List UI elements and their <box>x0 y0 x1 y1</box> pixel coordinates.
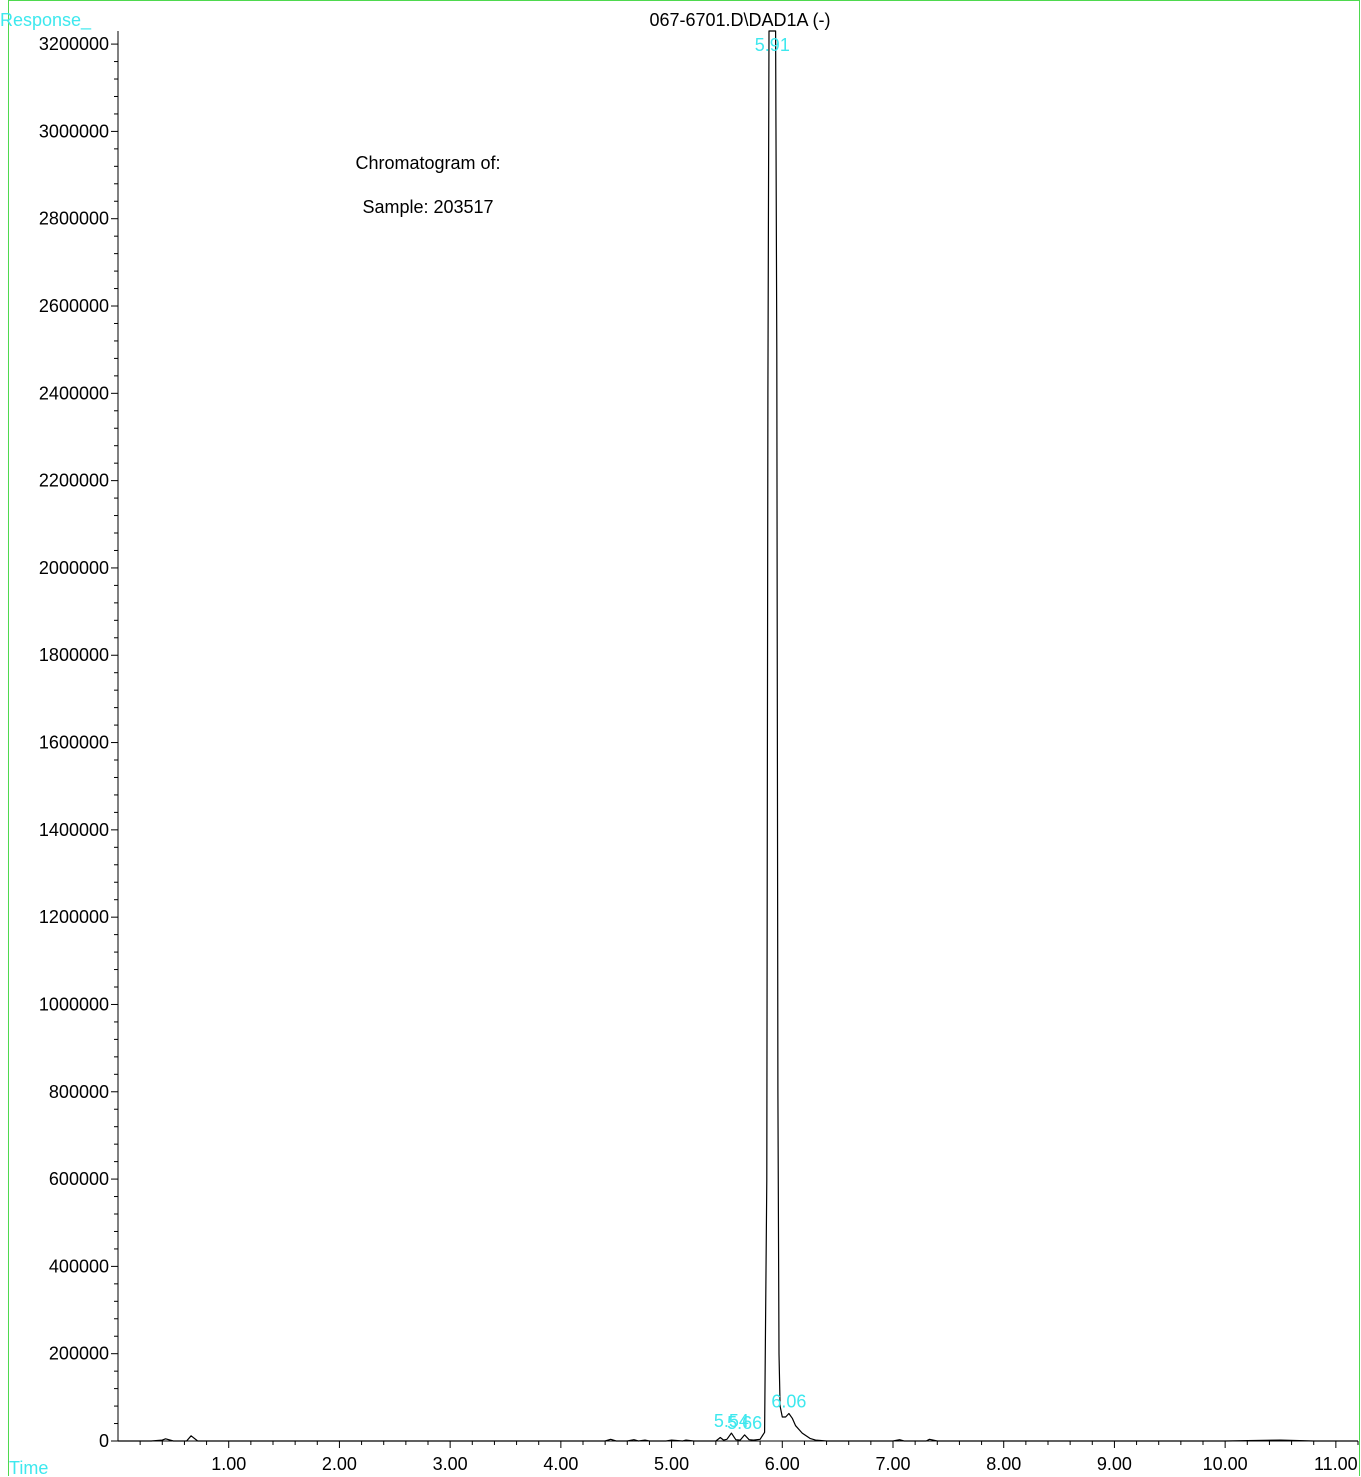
y-tick-label: 800000 <box>49 1082 109 1102</box>
x-tick-label: 5.00 <box>654 1454 689 1474</box>
x-tick-label: 6.00 <box>765 1454 800 1474</box>
x-tick-label: 3.00 <box>433 1454 468 1474</box>
annotation-sample: Sample: 203517 <box>362 197 493 217</box>
y-tick-label: 2800000 <box>39 209 109 229</box>
x-tick-label: 1.00 <box>211 1454 246 1474</box>
y-tick-label: 200000 <box>49 1344 109 1364</box>
peak-labels: 5.916.065.545.66 <box>714 35 807 1433</box>
peak-label: 6.06 <box>771 1391 806 1411</box>
x-tick-label: 11.00 <box>1314 1454 1358 1474</box>
axes: 0 200000 400000 600000 800000 1000000 1200000 1… <box>39 31 1358 1474</box>
y-tick-label: 3000000 <box>39 121 109 141</box>
x-tick-label: 4.00 <box>543 1454 578 1474</box>
trace-group <box>118 31 1358 1441</box>
y-tick-label: 2200000 <box>39 471 109 491</box>
y-tick-label: 2000000 <box>39 558 109 578</box>
y-axis-label: Response_ <box>0 10 92 31</box>
y-tick-label: 3200000 <box>39 34 109 54</box>
x-tick-label: 9.00 <box>1097 1454 1132 1474</box>
x-tick-label: 2.00 <box>322 1454 357 1474</box>
y-tick-label: 600000 <box>49 1169 109 1189</box>
peak-label: 5.91 <box>755 35 790 55</box>
y-tick-label: 2600000 <box>39 296 109 316</box>
x-tick-label: 7.00 <box>875 1454 910 1474</box>
y-tick-label: 1600000 <box>39 733 109 753</box>
x-tick-label: 8.00 <box>986 1454 1021 1474</box>
y-tick-label: 400000 <box>49 1256 109 1276</box>
x-tick-label: 10.00 <box>1203 1454 1248 1474</box>
y-tick-label: 1400000 <box>39 820 109 840</box>
y-tick-label: 1200000 <box>39 907 109 927</box>
x-axis-label: Time <box>9 1458 48 1477</box>
chromatogram-trace <box>118 31 1358 1441</box>
peak-label: 5.66 <box>727 1413 762 1433</box>
annotation-chromatogram-of: Chromatogram of: <box>355 153 500 173</box>
y-tick-label: 1000000 <box>39 994 109 1014</box>
chart-title: 067-6701.D\DAD1A (-) <box>649 10 830 30</box>
y-tick-label: 0 <box>99 1431 109 1451</box>
y-tick-label: 2400000 <box>39 383 109 403</box>
y-tick-label: 1800000 <box>39 645 109 665</box>
